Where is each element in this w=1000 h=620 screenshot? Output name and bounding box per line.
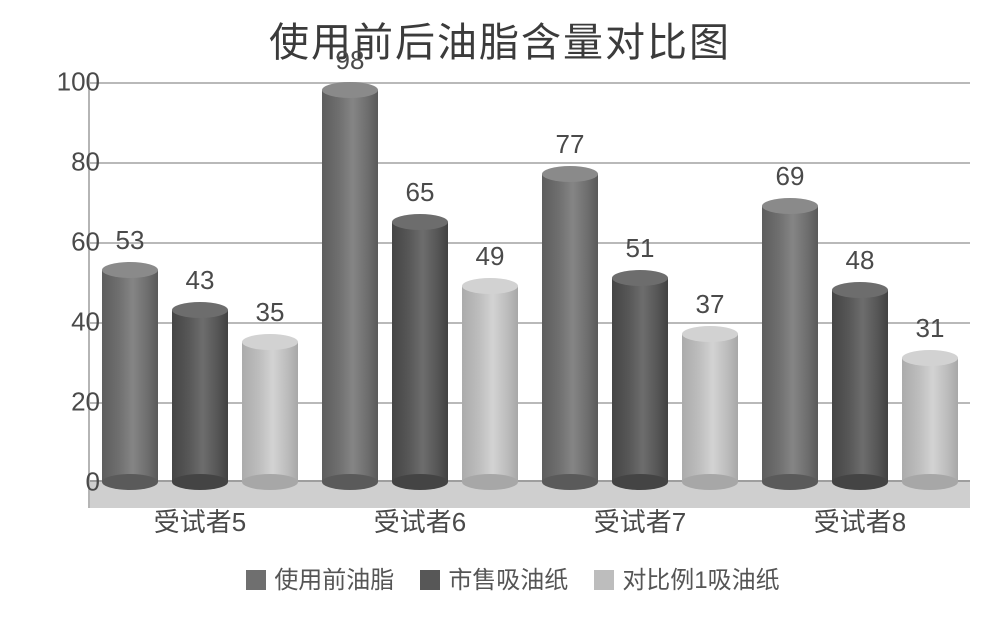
- y-tick-label: 60: [40, 227, 100, 258]
- value-label: 31: [900, 313, 960, 344]
- value-label: 53: [100, 225, 160, 256]
- legend: 使用前油脂 市售吸油纸 对比例1吸油纸: [0, 560, 1000, 595]
- value-label: 48: [830, 245, 890, 276]
- chart-title: 使用前后油脂含量对比图: [0, 10, 1000, 68]
- y-tick-label: 40: [40, 307, 100, 338]
- gridline: [90, 242, 970, 244]
- plot-area: 534335986549775137694831: [90, 82, 970, 482]
- value-label: 69: [760, 161, 820, 192]
- bar: [902, 358, 958, 482]
- legend-swatch: [246, 570, 266, 590]
- bar: [682, 334, 738, 482]
- value-label: 98: [320, 45, 380, 76]
- bar: [392, 222, 448, 482]
- y-tick-label: 80: [40, 147, 100, 178]
- x-tick-label: 受试者7: [540, 502, 740, 539]
- gridline: [90, 82, 970, 84]
- bar: [462, 286, 518, 482]
- bar: [612, 278, 668, 482]
- y-tick-label: 100: [40, 67, 100, 98]
- x-tick-label: 受试者8: [760, 502, 960, 539]
- legend-label: 使用前油脂: [274, 567, 394, 594]
- y-tick-label: 0: [40, 467, 100, 498]
- bar: [832, 290, 888, 482]
- value-label: 43: [170, 265, 230, 296]
- y-tick-label: 20: [40, 387, 100, 418]
- value-label: 77: [540, 129, 600, 160]
- bar: [762, 206, 818, 482]
- value-label: 51: [610, 233, 670, 264]
- chart-container: 使用前后油脂含量对比图 53 43 35 98 65 49 77 51 37 69 48 31 使用前…: [0, 0, 1000, 620]
- bar: [172, 310, 228, 482]
- gridline: [90, 162, 970, 164]
- legend-swatch: [420, 570, 440, 590]
- value-label: 49: [460, 241, 520, 272]
- bar: [102, 270, 158, 482]
- legend-label: 对比例1吸油纸: [622, 567, 779, 594]
- bar: [322, 90, 378, 482]
- bar: [542, 174, 598, 482]
- bar: [242, 342, 298, 482]
- legend-swatch: [594, 570, 614, 590]
- value-label: 37: [680, 289, 740, 320]
- x-tick-label: 受试者6: [320, 502, 520, 539]
- value-label: 65: [390, 177, 450, 208]
- y-axis: [88, 76, 90, 508]
- value-label: 35: [240, 297, 300, 328]
- x-tick-label: 受试者5: [100, 502, 300, 539]
- legend-label: 市售吸油纸: [448, 567, 568, 594]
